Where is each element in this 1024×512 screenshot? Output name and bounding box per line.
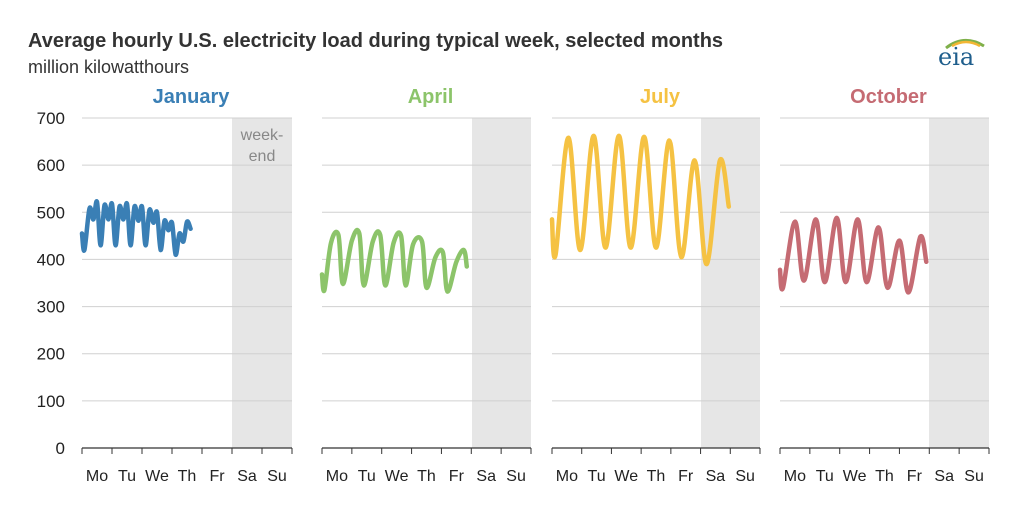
panel-title-april: April	[408, 86, 454, 108]
series-line-january	[79, 199, 193, 257]
panel-title-january: January	[153, 86, 231, 108]
y-tick-label: 0	[56, 439, 65, 458]
eia-logo-text: eia	[938, 43, 975, 71]
eia-logo: eia	[938, 34, 988, 74]
y-tick-label: 200	[37, 345, 65, 364]
x-tick-label-we: We	[614, 468, 638, 485]
x-tick-label-tu: Tu	[816, 468, 834, 485]
x-tick-label-sa: Sa	[476, 468, 496, 485]
chart-title: Average hourly U.S. electricity load dur…	[28, 30, 724, 52]
x-tick-label-sa: Sa	[706, 468, 726, 485]
x-tick-label-su: Su	[267, 468, 287, 485]
x-tick-label-we: We	[145, 468, 169, 485]
y-tick-label: 600	[37, 156, 65, 175]
series-line-october	[777, 215, 929, 295]
y-tick-label: 300	[37, 298, 65, 317]
weekend-shade	[232, 118, 292, 448]
weekend-annotation: end	[249, 148, 276, 165]
x-tick-label-we: We	[843, 468, 867, 485]
weekend-shade	[472, 118, 531, 448]
x-tick-label-fr: Fr	[907, 468, 923, 485]
y-tick-label: 700	[37, 109, 65, 128]
series-line-july	[549, 133, 732, 267]
x-tick-label-sa: Sa	[934, 468, 954, 485]
y-tick-label: 500	[37, 203, 65, 222]
x-tick-label-mo: Mo	[784, 468, 806, 485]
weekend-annotation: week-	[240, 127, 284, 144]
x-tick-label-fr: Fr	[209, 468, 225, 485]
x-tick-label-su: Su	[506, 468, 526, 485]
series-line-april	[319, 227, 470, 294]
x-tick-label-th: Th	[178, 468, 197, 485]
weekend-shade	[701, 118, 760, 448]
x-tick-label-tu: Tu	[588, 468, 606, 485]
x-tick-label-th: Th	[417, 468, 436, 485]
x-tick-label-tu: Tu	[118, 468, 136, 485]
x-tick-label-mo: Mo	[556, 468, 578, 485]
panel-title-july: July	[640, 86, 681, 108]
x-tick-label-th: Th	[875, 468, 894, 485]
x-tick-label-mo: Mo	[326, 468, 348, 485]
y-tick-label: 400	[37, 250, 65, 269]
x-tick-label-sa: Sa	[237, 468, 257, 485]
panel-title-october: October	[850, 86, 927, 108]
weekend-shade	[929, 118, 989, 448]
x-tick-label-th: Th	[647, 468, 666, 485]
x-tick-label-su: Su	[735, 468, 755, 485]
chart-subtitle: million kilowatthours	[28, 57, 190, 77]
x-tick-label-tu: Tu	[358, 468, 376, 485]
x-tick-label-su: Su	[964, 468, 984, 485]
x-tick-label-fr: Fr	[678, 468, 694, 485]
eia-logo-swoosh-icon	[945, 39, 985, 50]
x-tick-label-mo: Mo	[86, 468, 108, 485]
y-tick-label: 100	[37, 392, 65, 411]
x-tick-label-we: We	[385, 468, 409, 485]
x-tick-label-fr: Fr	[449, 468, 465, 485]
